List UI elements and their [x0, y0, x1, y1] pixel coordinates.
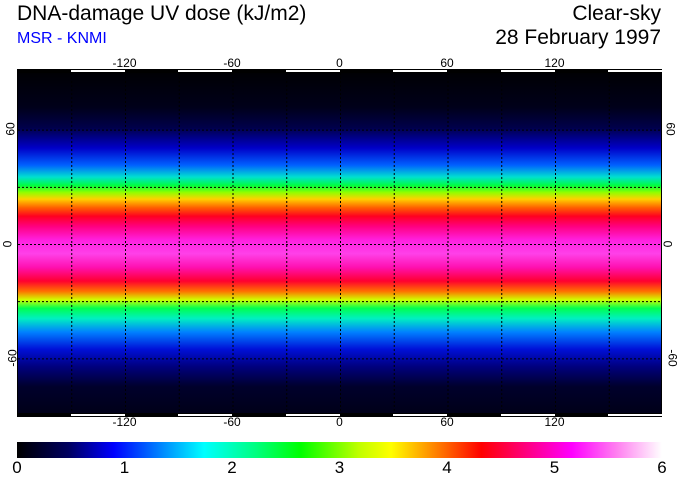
lon-tick-label-top: 120 — [544, 56, 565, 70]
scale-segment — [500, 70, 555, 72]
uv-dose-map — [17, 72, 662, 415]
lon-tick-label-top: -60 — [223, 56, 241, 70]
scale-segment — [70, 70, 125, 72]
lat-tick-label-right: 60 — [663, 122, 678, 136]
colorbar-tick-label: 2 — [227, 458, 237, 477]
bottom-lon-scale — [17, 413, 662, 417]
colorbar-tick-label: 3 — [334, 458, 345, 477]
lon-tick-label-bottom: 120 — [544, 415, 565, 429]
graticule — [18, 73, 661, 414]
scale-segment — [285, 70, 340, 72]
top-lon-scale — [17, 69, 662, 73]
lat-tick-label-left: 60 — [3, 122, 18, 136]
colorbar-tick-label: 0 — [12, 458, 22, 477]
lon-tick-label-bottom: 0 — [336, 415, 343, 429]
colorbar — [17, 442, 662, 458]
scale-segment — [178, 414, 232, 416]
scale-segment — [70, 414, 125, 416]
lat-tick-label-right: -60 — [665, 349, 678, 367]
lon-tick-label-top: -120 — [112, 56, 137, 70]
scale-segment — [500, 414, 555, 416]
lon-tick-label-bottom: -60 — [223, 415, 241, 429]
lat-tick-label-left: -60 — [5, 349, 20, 367]
lon-tick-label-bottom: -120 — [112, 415, 137, 429]
source-label: MSR - KNMI — [17, 30, 107, 47]
scale-segment — [285, 414, 340, 416]
condition-label: Clear-sky — [572, 2, 661, 25]
lon-tick-label-bottom: 60 — [440, 415, 454, 429]
lon-tick-label-top: 60 — [440, 56, 454, 70]
scale-segment — [393, 70, 447, 72]
date-label: 28 February 1997 — [495, 26, 661, 49]
scale-segment — [393, 414, 447, 416]
colorbar-tick-label: 1 — [119, 458, 130, 477]
scale-segment — [608, 414, 662, 416]
scale-segment — [608, 70, 662, 72]
colorbar-tick-label: 4 — [442, 458, 452, 477]
scale-segment — [178, 70, 232, 72]
colorbar-tick-label: 5 — [549, 458, 560, 477]
lat-tick-label-left: 0 — [0, 240, 15, 247]
map-title: DNA-damage UV dose (kJ/m2) — [17, 2, 307, 25]
lon-tick-label-top: 0 — [336, 56, 343, 70]
colorbar-tick-label: 6 — [657, 458, 667, 477]
lat-tick-label-right: 0 — [660, 240, 675, 247]
